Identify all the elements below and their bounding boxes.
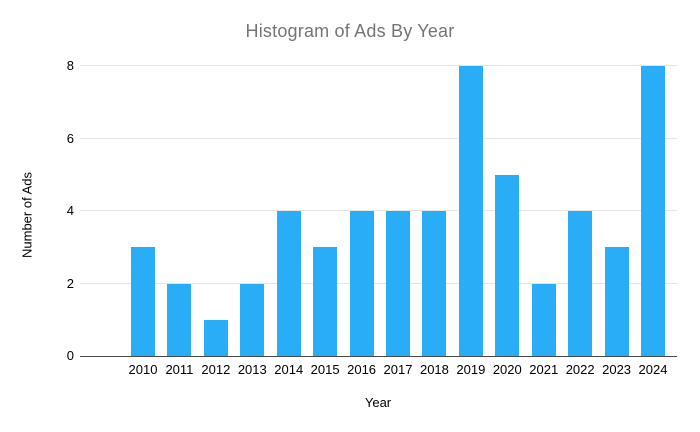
x-tick-label: 2019: [456, 362, 486, 377]
gridline: [80, 65, 677, 66]
x-tick-label: 2018: [419, 362, 449, 377]
y-tick-label: 8: [66, 58, 74, 73]
x-tick-label: 2014: [274, 362, 304, 377]
bar: [495, 174, 520, 356]
x-tick-label: 2017: [383, 362, 413, 377]
x-tick-label: 2024: [638, 362, 668, 377]
x-tick-label: 2013: [237, 362, 267, 377]
x-tick-label: 2022: [565, 362, 595, 377]
x-tick-label: 2020: [492, 362, 522, 377]
x-tick-label: 2011: [165, 362, 194, 377]
x-axis-ticks: 2010 2011 2012 2013 2014 2015 2016 2017 2018 2019…: [80, 362, 677, 378]
bar: [568, 211, 593, 356]
x-tick-label: 2021: [529, 362, 559, 377]
bar: [386, 211, 410, 356]
gridline: [80, 210, 677, 211]
y-tick-label: 2: [66, 275, 74, 291]
bar: [531, 283, 556, 356]
gridline: [80, 137, 677, 139]
x-tick-label: 2012: [201, 362, 231, 377]
bar: [349, 211, 374, 356]
y-axis-ticks: 0 2 4 6 8: [0, 58, 74, 363]
x-tick-label: 2016: [347, 362, 377, 377]
bar: [604, 247, 629, 356]
bar: [313, 247, 338, 356]
bar: [131, 247, 155, 356]
bar: [458, 66, 483, 356]
y-tick-label: 6: [66, 130, 74, 146]
x-tick-label: 2010: [128, 362, 158, 377]
y-tick-label: 4: [66, 203, 74, 218]
x-axis-title: Year: [364, 395, 392, 410]
bar: [203, 319, 228, 356]
gridline: [80, 282, 677, 284]
bar: [240, 283, 265, 356]
bar: [276, 211, 301, 356]
x-tick-label: 2015: [310, 362, 340, 377]
bar: [167, 283, 192, 356]
plot-area: [80, 65, 677, 357]
x-tick-label: 2023: [602, 362, 632, 377]
chart-title: Histogram of Ads By Year: [245, 21, 455, 41]
bar: [641, 66, 666, 356]
y-tick-label: 0: [66, 348, 74, 363]
bar: [422, 211, 447, 356]
